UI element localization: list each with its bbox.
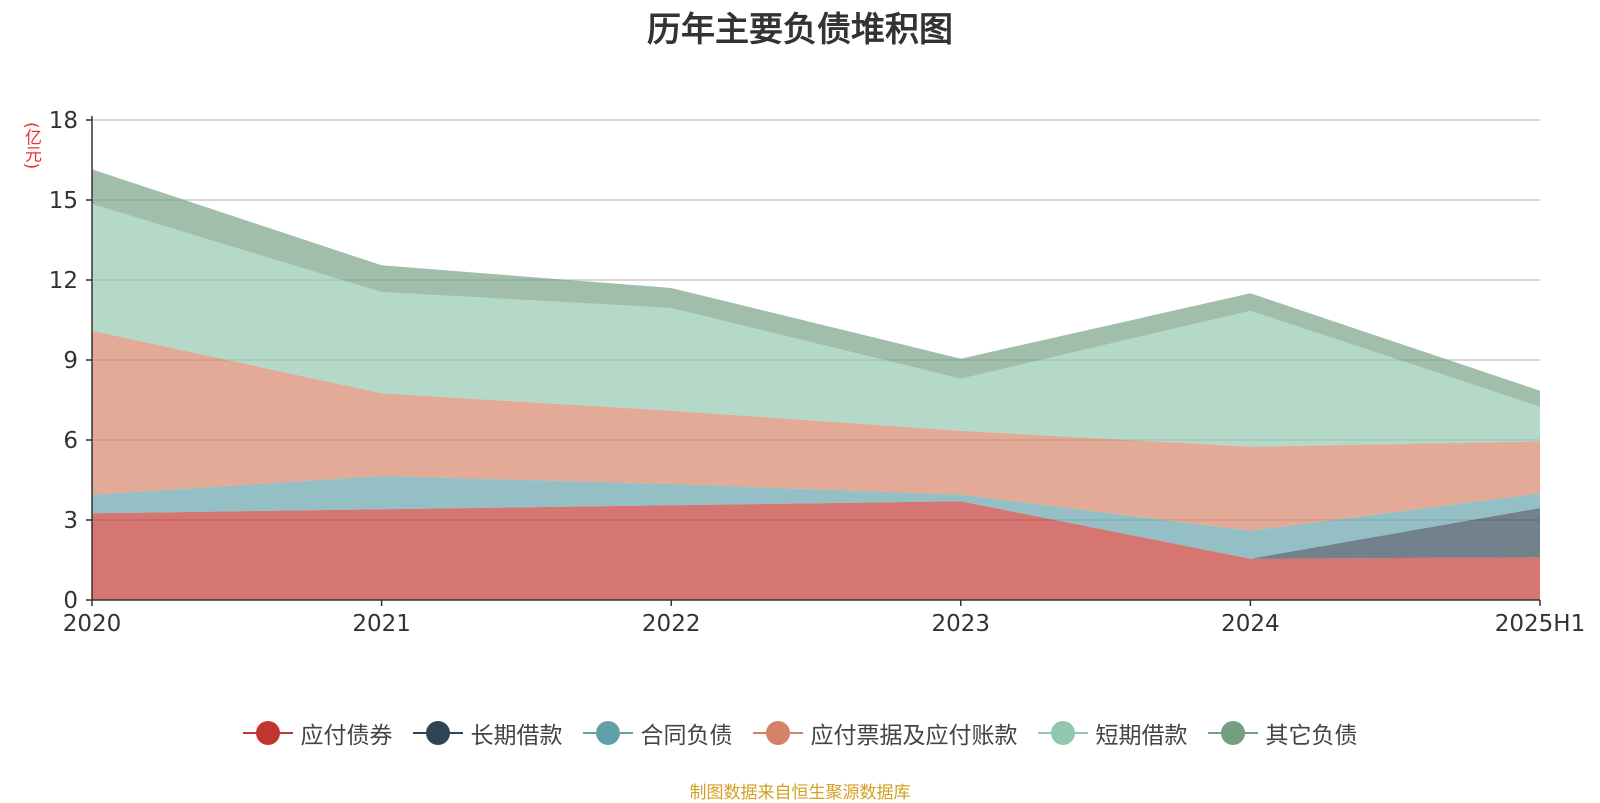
legend-marker-icon xyxy=(412,720,463,746)
y-tick-label: 9 xyxy=(63,348,78,374)
area-series xyxy=(92,204,1540,447)
legend: 应付债券 长期借款 合同负债 应付票据及应付账款 短期借款 其它负债 xyxy=(0,716,1600,750)
y-tick-label: 3 xyxy=(63,508,78,534)
x-tick-label: 2025H1 xyxy=(1495,611,1585,637)
legend-item[interactable]: 应付票据及应付账款 xyxy=(752,716,1018,750)
x-tick-label: 2022 xyxy=(642,611,701,637)
legend-marker-icon xyxy=(752,720,803,746)
legend-item[interactable]: 应付债券 xyxy=(242,716,393,750)
legend-marker-icon xyxy=(1037,720,1088,746)
legend-label: 其它负债 xyxy=(1265,723,1358,749)
x-tick-label: 2024 xyxy=(1221,611,1280,637)
legend-marker-icon xyxy=(582,720,633,746)
area-series xyxy=(92,330,1540,531)
area-series xyxy=(92,476,1540,559)
legend-item[interactable]: 短期借款 xyxy=(1037,716,1188,750)
chart-title: 历年主要负债堆积图 xyxy=(647,10,953,50)
legend-label: 短期借款 xyxy=(1095,723,1188,749)
y-tick-label: 12 xyxy=(49,268,78,294)
legend-marker-icon xyxy=(1207,720,1258,746)
legend-item[interactable]: 其它负债 xyxy=(1207,716,1358,750)
area-series xyxy=(92,169,1540,407)
y-tick-label: 18 xyxy=(49,108,78,134)
stacked-areas xyxy=(92,169,1540,600)
y-tick-label: 6 xyxy=(63,428,78,454)
x-tick-label: 2021 xyxy=(352,611,411,637)
legend-label: 应付债券 xyxy=(300,723,393,749)
x-tick-label: 2020 xyxy=(63,611,122,637)
area-series xyxy=(92,501,1540,559)
legend-label: 合同负债 xyxy=(640,723,733,749)
y-axis-label: (亿元) xyxy=(21,122,41,170)
legend-label: 长期借款 xyxy=(470,723,563,749)
source-note: 制图数据来自恒生聚源数据库 xyxy=(689,783,911,803)
legend-label: 应付票据及应付账款 xyxy=(810,723,1018,749)
area-series xyxy=(92,501,1540,600)
y-tick-label: 0 xyxy=(63,588,78,614)
y-tick-label: 15 xyxy=(49,188,78,214)
axes: 0 3 6 9 12 15 18 2020 2021 2022 2023 2024 2025H1 xyxy=(49,108,1586,637)
x-tick-label: 2023 xyxy=(932,611,991,637)
legend-item[interactable]: 长期借款 xyxy=(412,716,563,750)
legend-item[interactable]: 合同负债 xyxy=(582,716,733,750)
legend-marker-icon xyxy=(242,720,293,746)
